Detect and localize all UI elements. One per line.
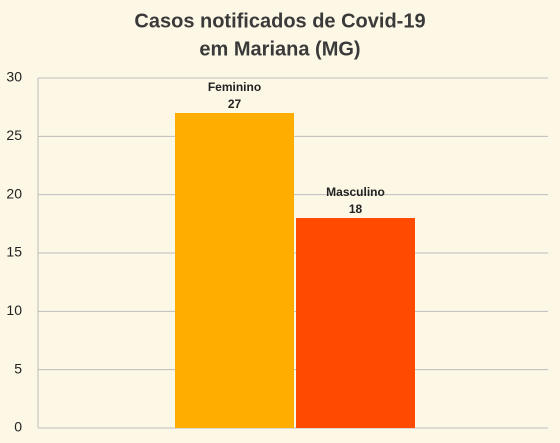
y-tick-label: 5 <box>14 360 22 376</box>
y-tick-label: 15 <box>6 244 22 260</box>
bar <box>296 218 415 428</box>
y-tick-label: 20 <box>6 185 22 201</box>
chart-title: Casos notificados de Covid-19 <box>134 10 425 32</box>
y-tick-label: 25 <box>6 127 22 143</box>
bar-category-label: Masculino <box>326 185 385 199</box>
y-tick-label: 0 <box>14 419 22 435</box>
chart-title: em Mariana (MG) <box>199 38 360 60</box>
y-tick-label: 10 <box>6 302 22 318</box>
value-label: 18 <box>349 202 363 216</box>
bar <box>175 113 294 428</box>
bar-category-label: Feminino <box>208 80 261 94</box>
value-label: 27 <box>228 97 242 111</box>
y-tick-label: 30 <box>6 69 22 85</box>
